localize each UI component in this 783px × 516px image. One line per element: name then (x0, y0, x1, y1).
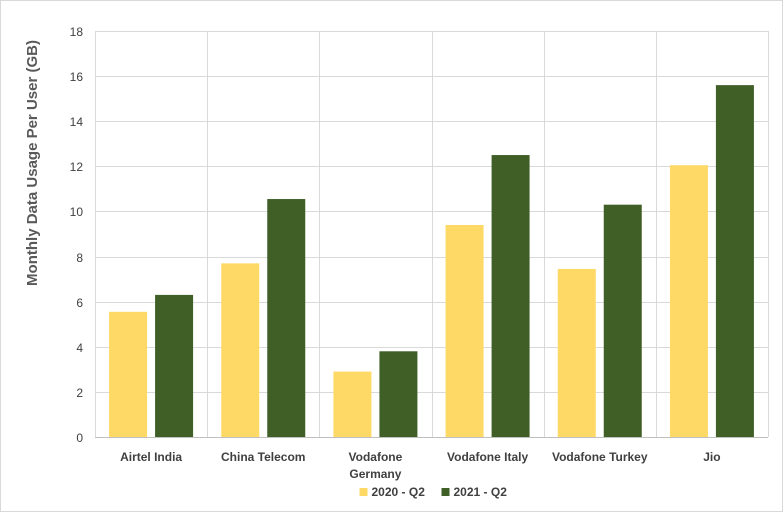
x-axis-tick-labels: Airtel India China Telecom Vodafone Germany… (120, 450, 721, 481)
x-tick-label: Vodafone Turkey (552, 450, 648, 464)
bar (445, 224, 484, 437)
bar (715, 85, 754, 437)
legend-label: 2020 - Q2 (372, 485, 426, 499)
legend-label: 2021 - Q2 (454, 485, 508, 499)
legend-swatch (359, 488, 368, 496)
bar (267, 199, 306, 437)
y-axis-label: Monthly Data Usage Per User (GB) (24, 40, 41, 286)
y-tick-label: 4 (76, 341, 83, 355)
x-tick-label: Jio (703, 450, 720, 464)
legend-swatch (441, 488, 450, 496)
bar (109, 311, 148, 437)
bar (603, 204, 642, 437)
y-tick-label: 16 (70, 70, 84, 84)
bar (155, 294, 194, 437)
bar (379, 351, 418, 437)
y-tick-label: 12 (70, 160, 84, 174)
y-axis-tick-labels: 0 2 4 6 8 10 12 14 16 18 (70, 25, 84, 445)
x-tick-label: Germany (349, 467, 401, 481)
y-tick-label: 6 (76, 296, 83, 310)
y-tick-label: 18 (70, 25, 84, 39)
x-tick-label: Vodafone (349, 450, 403, 464)
bars (109, 85, 754, 438)
x-tick-label: Airtel India (120, 450, 182, 464)
x-tick-label: China Telecom (221, 450, 305, 464)
y-tick-label: 2 (76, 386, 83, 400)
y-tick-label: 10 (70, 205, 84, 219)
bar (669, 165, 708, 437)
x-tick-label: Vodafone Italy (447, 450, 528, 464)
bar (221, 263, 260, 437)
gridlines (95, 31, 769, 438)
bar (491, 155, 530, 438)
bar (333, 371, 372, 437)
y-tick-label: 8 (76, 251, 83, 265)
y-tick-label: 14 (70, 115, 84, 129)
y-tick-label: 0 (76, 431, 83, 445)
bar (557, 268, 596, 437)
legend: 2020 - Q2 2021 - Q2 (359, 485, 508, 499)
